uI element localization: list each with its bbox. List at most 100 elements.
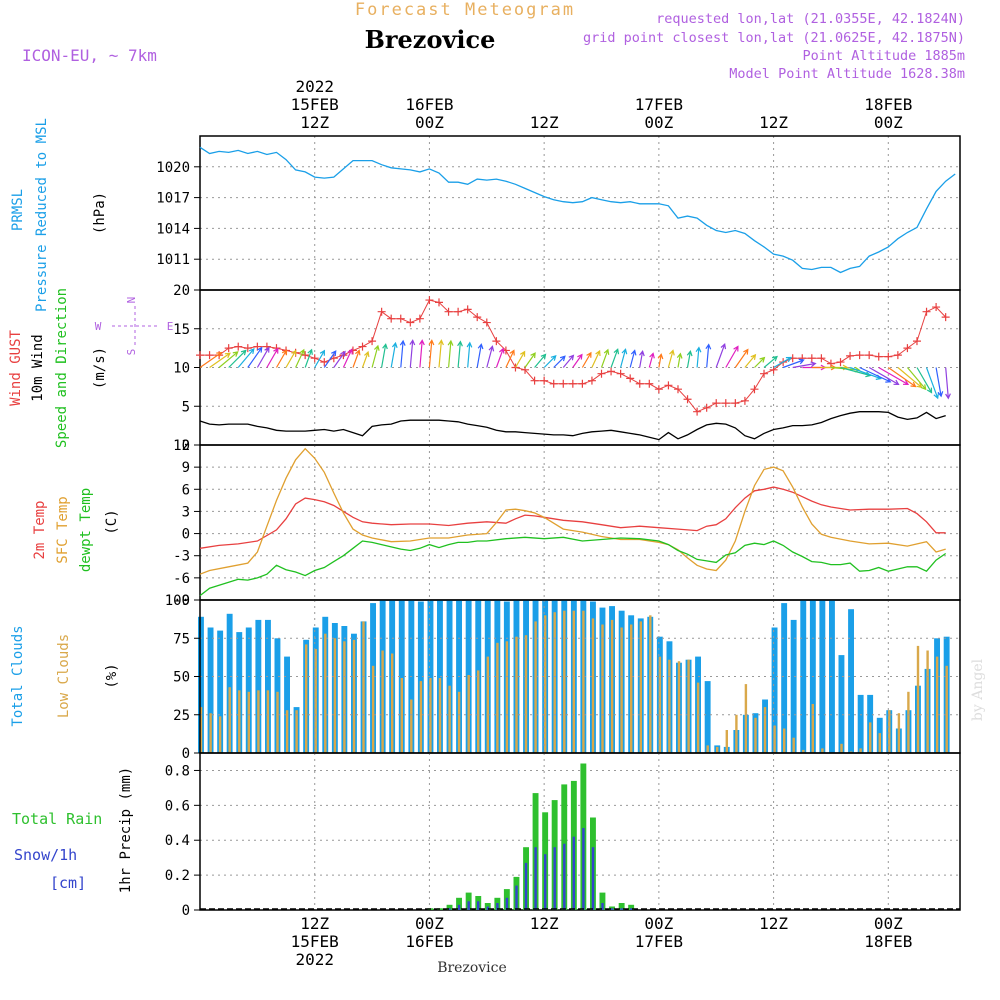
rain-bar (456, 897, 462, 910)
y-tick-label: 1011 (156, 252, 190, 268)
snow-bar (591, 847, 595, 910)
low-cloud-bar (572, 610, 575, 753)
compass-cross (112, 306, 158, 346)
low-cloud-bar (783, 728, 786, 753)
wind-arrow (457, 340, 463, 368)
wind-arrow (648, 352, 655, 368)
low-cloud-bar (610, 619, 614, 753)
low-cloud-bar (897, 713, 901, 753)
time-label-bottom: 18FEB (864, 932, 912, 951)
wind-arrow (285, 349, 297, 368)
gust-point (740, 396, 749, 405)
low-cloud-bar (496, 642, 499, 753)
gust-point (597, 369, 606, 378)
pressure-series-line (199, 146, 956, 274)
wind-arrow (695, 346, 702, 368)
precip-legend-snow-unit: [cm] (50, 874, 86, 892)
gust-point (425, 296, 434, 305)
gust-point (702, 403, 711, 412)
snow-bar (524, 862, 528, 910)
time-label-top: 12Z (759, 113, 788, 132)
wind-arrow (495, 347, 505, 368)
wind-arrow (935, 367, 944, 398)
y-tick-label: 0 (182, 903, 190, 919)
time-label-bottom: 16FEB (405, 932, 453, 951)
low-cloud-bar (238, 690, 241, 753)
wind-arrow (868, 366, 900, 386)
wind-arrow (390, 341, 398, 368)
wind-arrow (295, 348, 305, 368)
snow-bar (457, 904, 461, 910)
wind-arrow (514, 350, 526, 368)
cloud-axis-label: Total Clouds (10, 625, 26, 726)
low-cloud-bar (840, 743, 843, 753)
cloud-panel: 0 25 50 75 100 Total Clouds Low Clouds (%) (10, 593, 961, 762)
total-cloud-bar (217, 630, 224, 753)
gust-point (817, 354, 826, 363)
low-cloud-bar (916, 645, 920, 753)
low-cloud-bar (620, 627, 623, 753)
gust-point (444, 307, 453, 316)
wind-arrow (859, 366, 892, 383)
total-cloud-bar (417, 601, 424, 753)
low-cloud-bar (907, 691, 910, 753)
total-cloud-bar (781, 603, 788, 753)
low-cloud-bar (467, 675, 470, 753)
low-cloud-bar (209, 713, 212, 753)
snow-bar (630, 908, 633, 910)
time-label-top: 2022 (295, 77, 334, 96)
total-cloud-bar (265, 619, 271, 753)
time-label-bottom: 12Z (530, 914, 559, 933)
compass-letter: N (125, 297, 138, 304)
gust-point (377, 307, 386, 316)
wind-arrow (438, 339, 444, 368)
time-label-top: 16FEB (405, 95, 453, 114)
dewpt-series-line (199, 536, 947, 597)
time-label-bottom: 12Z (759, 914, 788, 933)
gust-point (673, 385, 682, 394)
low-cloud-bar (792, 737, 795, 753)
low-cloud-bar (228, 687, 231, 753)
low-cloud-bar (553, 612, 556, 753)
wind-unit-label: (m/s) (92, 347, 108, 389)
pressure-axis-label: Pressure Reduced to MSL (34, 118, 50, 312)
point-altitude: Point Altitude 1885m (802, 48, 965, 64)
snow-bar (467, 901, 470, 910)
gust-point (511, 363, 520, 372)
gust-point (635, 379, 644, 388)
gust-point (616, 369, 625, 378)
temperature-panel: -9 -6 -3 0 3 6 9 12 2m Temp SFC Temp dewpt Temp (C) (32, 438, 961, 609)
y-tick-label: 75 (173, 631, 190, 647)
wind-arrow (887, 367, 917, 388)
gust-point (310, 354, 319, 363)
gust-point (721, 399, 730, 408)
y-tick-label: 50 (173, 670, 190, 686)
low-cloud-bar (266, 690, 270, 753)
gust-point (234, 342, 243, 351)
low-cloud-bar (821, 748, 824, 753)
low-cloud-bar (438, 678, 442, 753)
y-tick-label: 0.6 (165, 798, 190, 814)
wind-arrow (553, 355, 566, 368)
total-cloud-bar (198, 616, 204, 753)
y-tick-label: 15 (173, 322, 190, 338)
low-cloud-bar (352, 639, 356, 753)
gust-point (750, 385, 759, 394)
gust-point (301, 351, 310, 360)
wind-arrow (333, 350, 346, 368)
snow-bar (486, 906, 489, 910)
low-cloud-bar (199, 707, 203, 753)
low-cloud-bar (639, 621, 642, 753)
wind-arrow (562, 354, 575, 368)
low-cloud-bar (859, 748, 862, 753)
wind-arrow (840, 366, 872, 378)
panel-frame (199, 752, 961, 911)
low-cloud-bar (333, 638, 337, 754)
wind-arrow (581, 351, 592, 368)
snow-bar (572, 836, 575, 910)
pressure-unit-label: (hPa) (92, 192, 108, 234)
temp-unit-label: (C) (104, 509, 120, 534)
gust-point (941, 313, 950, 322)
total-cloud-bar (771, 627, 778, 753)
panel-frame (199, 444, 961, 601)
